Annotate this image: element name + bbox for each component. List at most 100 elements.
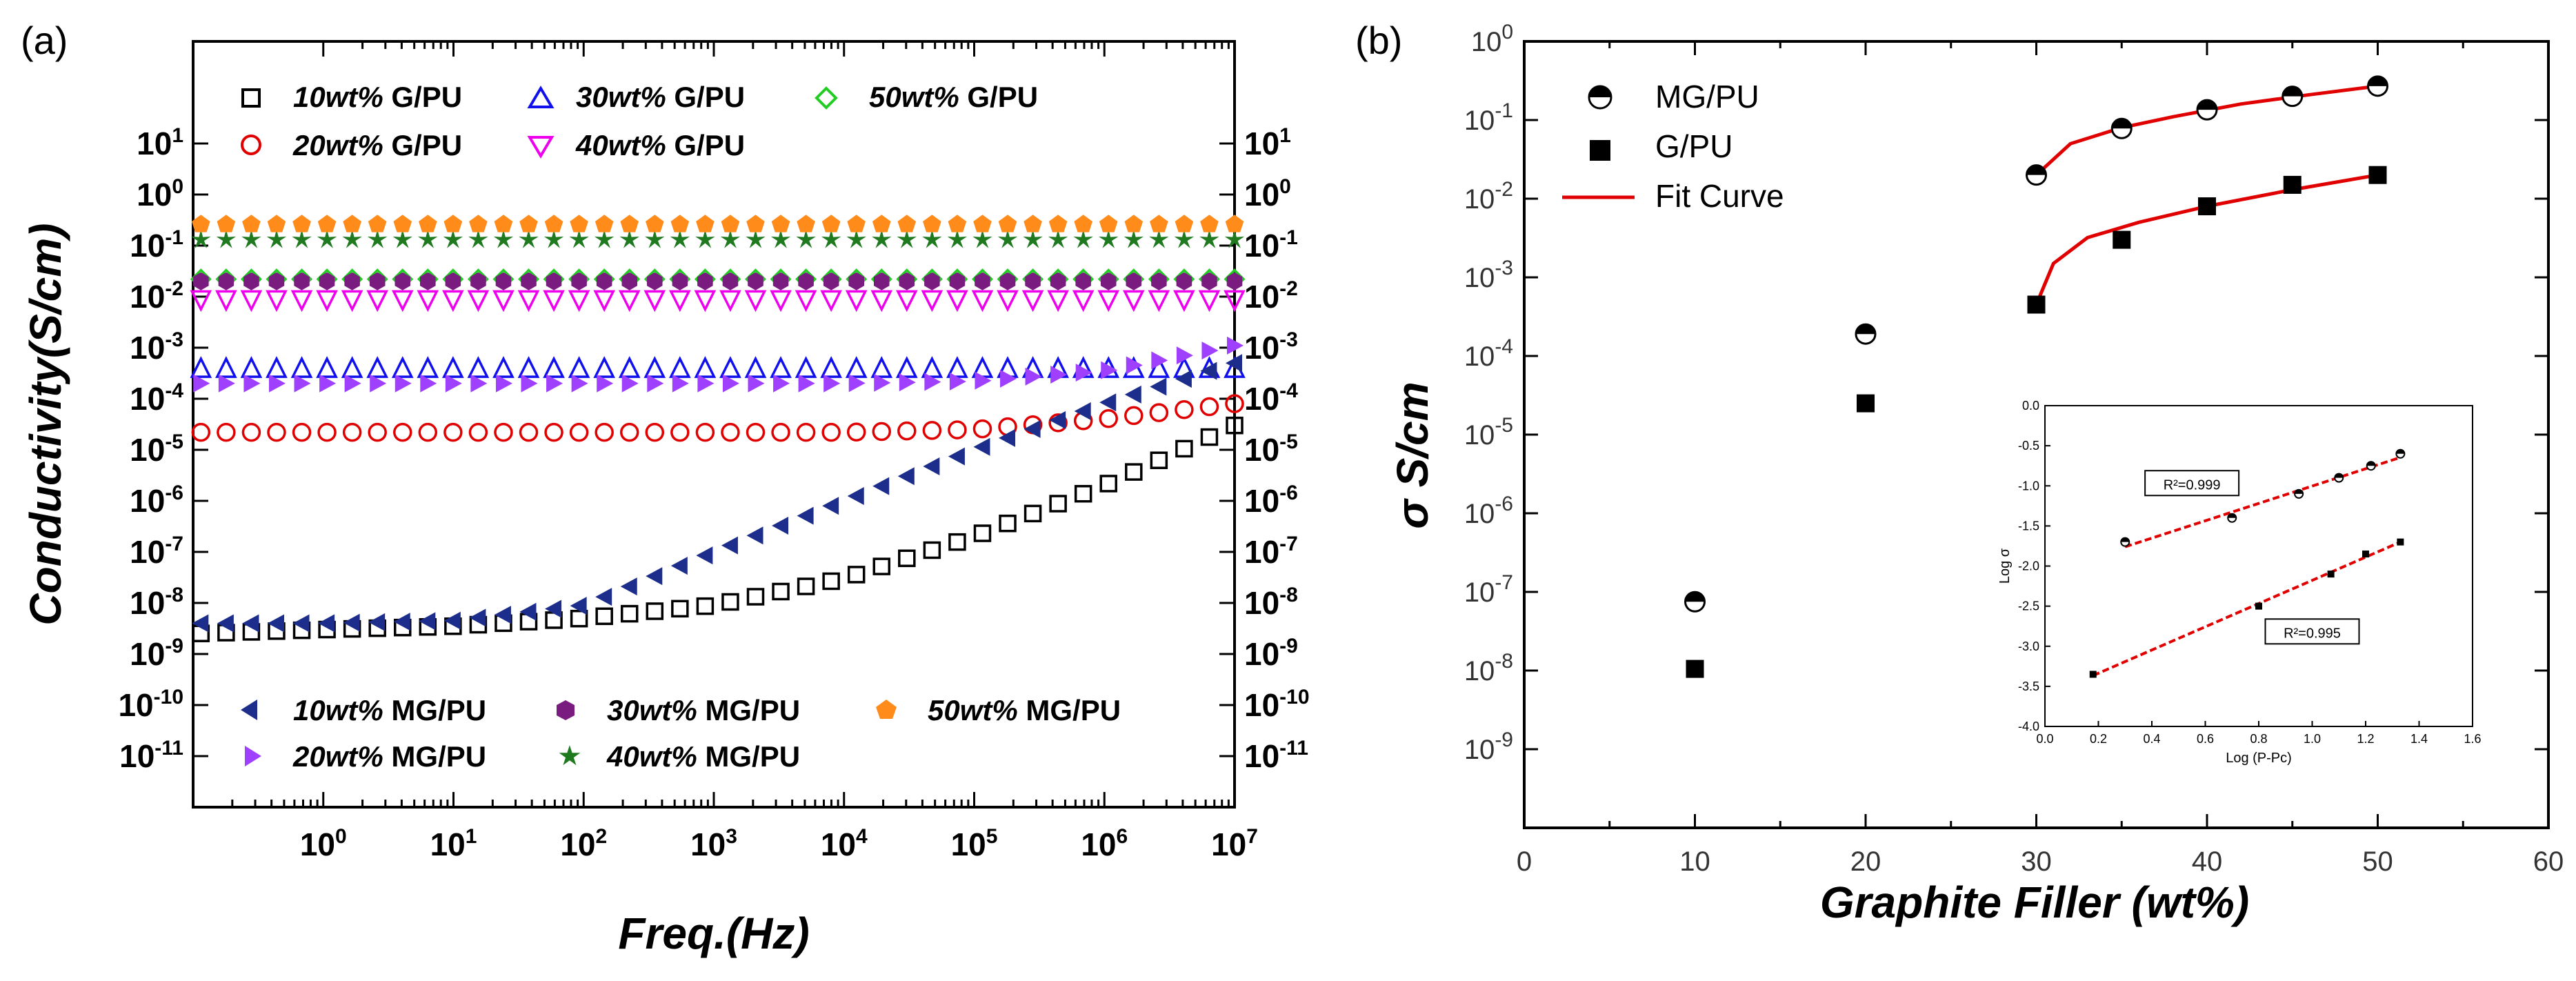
data-point	[292, 614, 310, 633]
data-point	[820, 356, 842, 378]
filled-star-icon: ★	[557, 741, 582, 771]
data-point	[1025, 367, 1042, 386]
data-point	[494, 606, 511, 624]
y-tick-label: 100	[1471, 21, 1513, 57]
y-tick-label-left: 100	[137, 175, 183, 212]
data-point	[1021, 290, 1044, 313]
y-tick-label-left: 10-2	[130, 277, 183, 315]
data-point	[822, 572, 840, 591]
data-point	[1097, 290, 1120, 313]
data-point	[821, 229, 841, 248]
x-tick-label: 104	[821, 825, 868, 862]
legend-a-bottom-4-pct: 40wt%	[606, 740, 697, 773]
x-tick-label: 101	[430, 825, 477, 862]
annotation-text: R²=0.999	[2164, 477, 2221, 493]
data-point	[696, 546, 713, 565]
data-point	[1048, 215, 1068, 232]
data-point	[921, 356, 943, 378]
data-point	[467, 290, 490, 313]
data-point	[770, 356, 792, 378]
data-point	[669, 356, 691, 378]
data-point	[543, 290, 565, 313]
y-tick-label-right: 10-6	[1244, 482, 1298, 519]
data-point	[1150, 451, 1168, 470]
legend-entry-20wt-gpu: 20wt% G/PU	[241, 129, 462, 161]
data-point	[670, 229, 690, 248]
data-point	[670, 215, 690, 232]
y-tick-label-left: 10-8	[130, 584, 183, 621]
inset-ylabel: Log σ	[1997, 548, 2013, 584]
data-point	[492, 356, 515, 378]
series-40wt-mg-pu	[191, 229, 1245, 248]
data-point	[570, 609, 588, 628]
inset-x-tick-label: 1.6	[2464, 732, 2481, 746]
data-point	[948, 420, 967, 439]
data-point	[848, 272, 864, 290]
x-tick-label: 10	[1679, 846, 1710, 877]
data-point	[1024, 504, 1042, 523]
svg-text:50wt% MG/PU: 50wt% MG/PU	[928, 694, 1121, 726]
data-point	[494, 422, 513, 442]
data-point	[772, 582, 790, 601]
y-tick-label-right: 10-11	[1244, 737, 1308, 774]
data-point	[267, 215, 286, 232]
legend-a-top-1-pct: 30wt%	[576, 81, 666, 113]
y-tick-label-right: 10-10	[1244, 686, 1310, 723]
data-point	[519, 215, 538, 232]
data-point	[1074, 402, 1091, 420]
svg-text:30wt% MG/PU: 30wt% MG/PU	[607, 694, 800, 726]
data-point	[695, 229, 715, 248]
legend-entry-30wt-gpu: 30wt% G/PU	[527, 81, 745, 113]
data-point	[545, 600, 562, 618]
data-point	[343, 613, 360, 632]
data-point	[645, 422, 665, 442]
data-point	[797, 577, 815, 595]
panel-b-xlabel: Graphite Filler (wt%)	[1820, 878, 2249, 927]
data-point	[2027, 295, 2046, 314]
y-tick-label: 10-3	[1464, 257, 1513, 293]
data-point	[367, 229, 388, 248]
data-point-half	[2026, 165, 2046, 175]
data-point	[999, 514, 1017, 533]
inset-x-tick-label: 0.8	[2250, 732, 2267, 746]
data-point	[872, 557, 891, 575]
data-point	[470, 374, 488, 393]
data-point	[417, 290, 439, 313]
data-point	[872, 422, 892, 442]
data-point	[292, 422, 312, 442]
data-point	[898, 549, 916, 568]
y-tick-label-left: 10-5	[130, 430, 183, 468]
inset-x-tick-label: 0.2	[2090, 732, 2107, 746]
data-point	[1099, 408, 1118, 428]
data-point	[848, 374, 866, 393]
legend-entry-50wt-mgpu: 50wt% MG/PU	[876, 694, 1121, 726]
data-point	[720, 229, 741, 248]
data-point-half	[2197, 100, 2217, 110]
data-point	[593, 290, 616, 313]
data-point	[746, 588, 765, 606]
data-point	[874, 373, 891, 392]
open-circle-icon	[241, 135, 261, 155]
data-point	[897, 215, 917, 232]
inset-y-tick-label: -4.0	[2018, 720, 2039, 733]
data-point	[971, 290, 994, 313]
data-point	[895, 356, 918, 378]
data-point	[619, 229, 639, 248]
data-point	[318, 614, 335, 633]
data-point	[594, 229, 615, 248]
data-point	[721, 215, 740, 232]
data-point	[1126, 272, 1141, 290]
inset-data-point-half	[2335, 473, 2344, 478]
data-point	[445, 374, 462, 393]
data-point	[2113, 230, 2131, 249]
y-tick-label-right: 10-9	[1244, 635, 1298, 672]
data-point	[468, 229, 488, 248]
data-point	[420, 374, 437, 393]
data-point	[193, 272, 209, 290]
inset-data-point-half	[2121, 537, 2130, 542]
data-point	[646, 567, 663, 586]
legend-b-fit-label: Fit Curve	[1655, 178, 1784, 214]
data-point	[999, 272, 1016, 290]
data-point	[215, 356, 237, 378]
data-point	[770, 290, 792, 313]
